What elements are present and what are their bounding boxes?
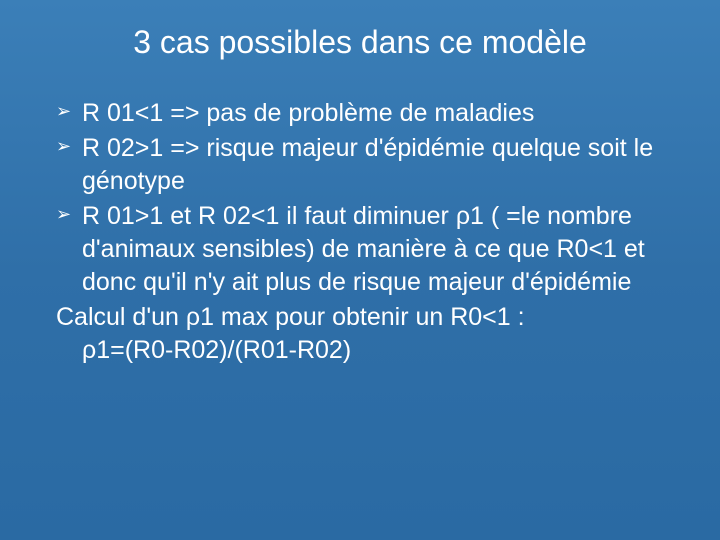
bullet-text: R 01<1 => pas de problème de maladies	[82, 99, 534, 127]
bullet-text: R 01>1 et R 02<1 il faut diminuer ρ1 ( =…	[82, 202, 645, 296]
bullet-text: R 02>1 => risque majeur d'épidémie quelq…	[82, 134, 653, 195]
slide-title: 3 cas possibles dans ce modèle	[0, 24, 720, 61]
slide-body: ➢ R 01<1 => pas de problème de maladies …	[0, 97, 720, 367]
bullet-marker-icon: ➢	[56, 203, 71, 227]
bullet-item: ➢ R 01>1 et R 02<1 il faut diminuer ρ1 (…	[56, 200, 680, 299]
plain-text: Calcul d'un ρ1 max pour obtenir un R0<1 …	[56, 303, 525, 331]
plain-line: Calcul d'un ρ1 max pour obtenir un R0<1 …	[56, 301, 680, 367]
formula-text: ρ1=(R0-R02)/(R01-R02)	[56, 334, 680, 367]
bullet-item: ➢ R 01<1 => pas de problème de maladies	[56, 97, 680, 130]
slide: 3 cas possibles dans ce modèle ➢ R 01<1 …	[0, 0, 720, 540]
bullet-marker-icon: ➢	[56, 100, 71, 124]
bullet-marker-icon: ➢	[56, 135, 71, 159]
bullet-item: ➢ R 02>1 => risque majeur d'épidémie que…	[56, 132, 680, 198]
